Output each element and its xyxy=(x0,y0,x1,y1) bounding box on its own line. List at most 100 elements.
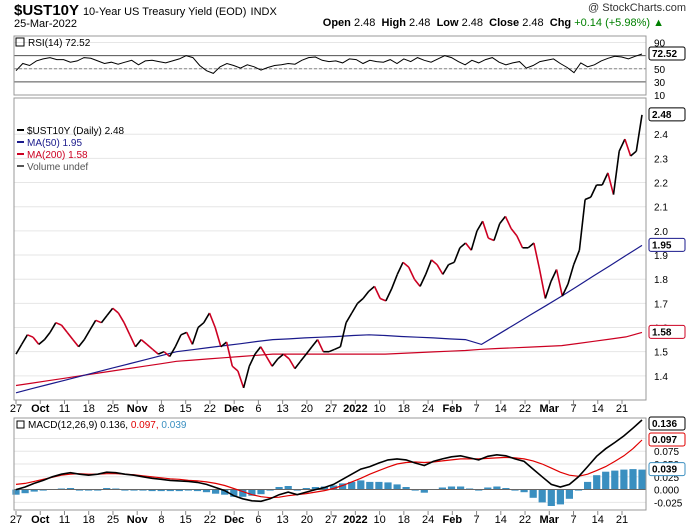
price-segment xyxy=(49,322,57,333)
price-segment xyxy=(362,290,370,299)
x-tick-label: 27 xyxy=(10,514,22,526)
histogram-bar xyxy=(212,489,220,494)
histogram-bar xyxy=(511,489,519,491)
price-segment xyxy=(368,285,376,292)
macd-value-badge: 0.097 xyxy=(652,435,677,446)
macd-value-badge-box xyxy=(648,416,686,431)
macd-legend-swatch xyxy=(16,420,25,429)
price-segment xyxy=(77,339,85,348)
price-segment xyxy=(510,228,518,237)
histogram-bar xyxy=(230,489,238,497)
price-segment xyxy=(396,261,404,275)
histogram-bar xyxy=(375,481,383,490)
price-segment xyxy=(89,319,97,331)
price-segment xyxy=(180,331,188,336)
macd-value-badge-box xyxy=(648,462,686,477)
price-segment xyxy=(339,322,347,347)
x-tick-label: Dec xyxy=(224,403,244,415)
x-tick-label: Nov xyxy=(127,403,149,415)
x-tick-label: Dec xyxy=(224,514,244,526)
price-segment xyxy=(470,230,478,251)
macd-value-badge-box xyxy=(648,432,686,447)
histogram-bar xyxy=(12,489,20,495)
price-segment xyxy=(15,343,23,355)
ohlc-summary: Open 2.48 High 2.48 Low 2.48 Close 2.48 … xyxy=(323,17,664,29)
histogram-bar xyxy=(75,489,84,491)
x-tick-label: 6 xyxy=(255,403,261,415)
x-tick-label: 7 xyxy=(570,403,576,415)
histogram-bar xyxy=(447,486,456,490)
price-segment xyxy=(453,247,461,263)
y-tick-label: 1.5 xyxy=(654,348,668,359)
x-tick-label: 22 xyxy=(204,403,216,415)
y-tick-label: 0.075 xyxy=(654,447,679,458)
histogram-bar xyxy=(39,489,47,491)
price-legend-item: Volume undef xyxy=(27,162,88,173)
price-segment xyxy=(390,274,399,290)
histogram-bar xyxy=(284,486,292,490)
price-segment xyxy=(83,329,91,341)
price-segment xyxy=(481,220,490,239)
price-segment xyxy=(464,242,472,251)
stockcharts-logo[interactable]: @ StockCharts.com xyxy=(588,2,686,14)
price-segment xyxy=(618,138,626,152)
price-segment xyxy=(499,215,507,225)
histogram-bar xyxy=(457,486,465,490)
price-segment xyxy=(169,346,176,357)
x-tick-label: 18 xyxy=(83,514,95,526)
x-tick-label: 7 xyxy=(473,403,479,415)
histogram-bar xyxy=(302,488,310,490)
histogram-bar xyxy=(538,489,546,503)
price-segment xyxy=(294,360,302,370)
macd-legend: MACD(12,26,9) 0.136, 0.097, 0.039 xyxy=(28,420,187,431)
x-tick-label: 7 xyxy=(473,514,479,526)
histogram-bar xyxy=(556,489,564,505)
price-segment xyxy=(555,269,564,297)
price-segment xyxy=(561,283,569,297)
chg-label: Chg xyxy=(549,17,572,29)
price-segment xyxy=(305,346,313,355)
y-tick-label: 2.4 xyxy=(654,130,668,141)
panel-frame xyxy=(13,417,647,511)
price-segment xyxy=(544,281,552,299)
price-segment xyxy=(157,350,165,355)
y-tick-label: 2.3 xyxy=(654,154,668,165)
price-segment xyxy=(572,249,581,265)
y-tick-label: 10 xyxy=(654,91,666,102)
x-tick-label: 14 xyxy=(495,514,507,526)
x-axis-macd: 27 Oct 11 18 25 Nov 8 15 22 Dec 6 13 20 27 2022 10 18 24 F… xyxy=(10,511,628,526)
price-segment xyxy=(407,266,416,280)
close-label: Close xyxy=(489,17,520,29)
price-segment xyxy=(254,346,262,355)
price-segment xyxy=(299,353,307,362)
histogram-bar xyxy=(402,487,410,490)
x-tick-label: Nov xyxy=(127,514,149,526)
price-segment xyxy=(163,351,171,358)
exchange: INDX xyxy=(250,6,277,18)
price-segment xyxy=(476,220,484,232)
price-segment xyxy=(385,288,393,302)
histogram-bar xyxy=(466,488,474,490)
price-segment xyxy=(430,259,438,266)
low-value: 2.48 xyxy=(461,17,484,29)
price-segment xyxy=(630,150,637,157)
histogram-bar xyxy=(266,489,274,491)
histogram-bar xyxy=(348,481,356,490)
price-segment xyxy=(584,196,592,201)
price-segment xyxy=(436,264,444,275)
price-segment xyxy=(334,346,341,351)
histogram-bar xyxy=(602,471,610,490)
x-tick-label: 13 xyxy=(277,403,289,415)
price-segment xyxy=(459,242,467,249)
x-tick-label: 7 xyxy=(570,514,576,526)
price-segment xyxy=(117,312,125,324)
price-legend-item: MA(50) 1.95 xyxy=(27,138,82,149)
price-segment xyxy=(106,307,114,316)
price-segment xyxy=(493,223,501,241)
y-tick-label: 1.4 xyxy=(654,372,668,383)
histogram-bar xyxy=(248,489,256,496)
price-segment xyxy=(43,331,51,341)
histogram-bar xyxy=(611,470,619,490)
price-segment xyxy=(248,353,256,367)
